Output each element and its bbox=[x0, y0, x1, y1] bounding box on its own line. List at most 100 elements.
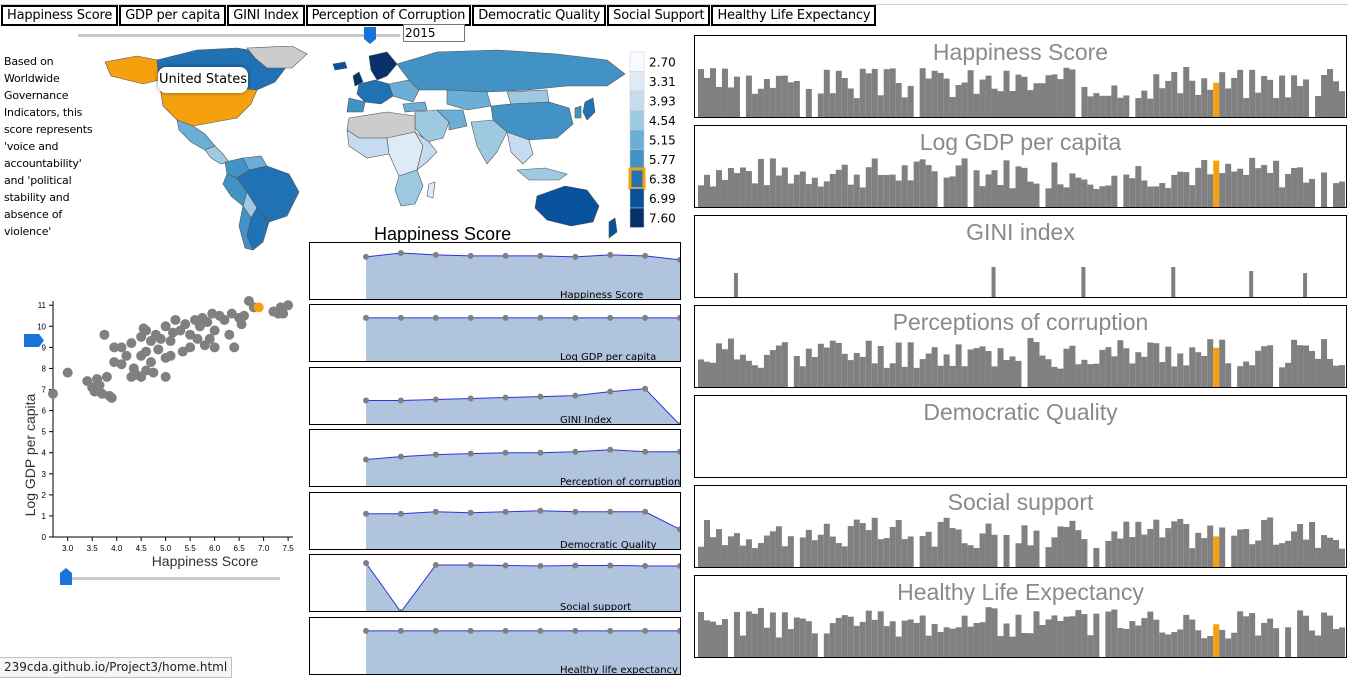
bar[interactable] bbox=[1063, 616, 1070, 657]
bar[interactable] bbox=[829, 173, 836, 207]
bar[interactable] bbox=[1111, 531, 1118, 567]
year-slider-handle[interactable] bbox=[364, 27, 376, 44]
bar[interactable] bbox=[1129, 178, 1136, 207]
bar[interactable] bbox=[1309, 521, 1316, 567]
bar[interactable] bbox=[1135, 352, 1142, 387]
bar[interactable] bbox=[817, 534, 824, 567]
bar[interactable] bbox=[889, 527, 896, 567]
bar[interactable] bbox=[955, 529, 962, 567]
bar[interactable] bbox=[1189, 185, 1196, 207]
bar[interactable] bbox=[721, 619, 728, 657]
tab-social-support[interactable]: Social Support bbox=[607, 5, 711, 26]
bar[interactable] bbox=[1033, 611, 1040, 657]
scatter-point[interactable] bbox=[148, 367, 159, 378]
bar[interactable] bbox=[799, 171, 806, 207]
bar[interactable] bbox=[1291, 339, 1298, 387]
bar[interactable] bbox=[1111, 609, 1118, 657]
bar[interactable] bbox=[841, 78, 848, 117]
bar[interactable] bbox=[901, 539, 908, 567]
bar[interactable] bbox=[877, 174, 884, 207]
bar[interactable] bbox=[721, 68, 728, 117]
bar[interactable] bbox=[757, 367, 764, 387]
bar[interactable] bbox=[1069, 520, 1076, 567]
bar[interactable] bbox=[919, 615, 926, 657]
bar[interactable] bbox=[943, 177, 950, 207]
bar[interactable] bbox=[847, 88, 854, 117]
bar[interactable] bbox=[698, 185, 704, 207]
bar[interactable] bbox=[1297, 524, 1304, 567]
bar[interactable] bbox=[877, 539, 884, 567]
bar[interactable] bbox=[733, 359, 740, 387]
bar[interactable] bbox=[1057, 79, 1064, 117]
bar-highlight[interactable] bbox=[1213, 347, 1220, 387]
bar[interactable] bbox=[877, 611, 884, 657]
bar[interactable] bbox=[1315, 547, 1322, 567]
bar[interactable] bbox=[1339, 91, 1346, 117]
bar[interactable] bbox=[859, 621, 866, 657]
bar[interactable] bbox=[1333, 365, 1340, 387]
bar[interactable] bbox=[835, 70, 842, 117]
bar[interactable] bbox=[1315, 358, 1322, 387]
bar[interactable] bbox=[1183, 614, 1190, 657]
bar[interactable] bbox=[1297, 345, 1304, 387]
bar[interactable] bbox=[931, 623, 938, 657]
bar[interactable] bbox=[733, 76, 740, 117]
bar[interactable] bbox=[1075, 610, 1082, 657]
bar[interactable] bbox=[931, 70, 938, 117]
bar[interactable] bbox=[1165, 346, 1172, 387]
bar[interactable] bbox=[823, 181, 830, 207]
bar[interactable] bbox=[1027, 90, 1034, 117]
bar[interactable] bbox=[1069, 345, 1076, 387]
bar[interactable] bbox=[1207, 525, 1214, 567]
bar[interactable] bbox=[1021, 76, 1028, 117]
bar[interactable] bbox=[931, 546, 938, 567]
bar[interactable] bbox=[1033, 83, 1040, 117]
scatter-point[interactable] bbox=[141, 346, 152, 357]
scatter-point[interactable] bbox=[236, 319, 247, 330]
bar[interactable] bbox=[973, 348, 980, 387]
bar[interactable] bbox=[763, 79, 770, 117]
bar[interactable] bbox=[698, 69, 704, 117]
bar[interactable] bbox=[937, 72, 944, 117]
bar[interactable] bbox=[1075, 530, 1082, 567]
bar[interactable] bbox=[841, 353, 848, 387]
scatter-point[interactable] bbox=[121, 350, 132, 361]
bar[interactable] bbox=[745, 360, 752, 387]
bar[interactable] bbox=[727, 87, 734, 117]
scatter-point[interactable] bbox=[109, 342, 120, 353]
bar[interactable] bbox=[1273, 544, 1280, 567]
bar[interactable] bbox=[739, 354, 746, 387]
bar[interactable] bbox=[949, 96, 956, 117]
bar[interactable] bbox=[889, 621, 896, 657]
bar[interactable] bbox=[793, 80, 800, 117]
scatter-point[interactable] bbox=[99, 329, 110, 340]
bar[interactable] bbox=[1033, 530, 1040, 567]
bar[interactable] bbox=[991, 267, 996, 297]
bar[interactable] bbox=[835, 169, 842, 207]
bar[interactable] bbox=[1057, 620, 1064, 657]
bar[interactable] bbox=[859, 68, 866, 117]
bar[interactable] bbox=[781, 612, 788, 657]
bar[interactable] bbox=[787, 536, 794, 567]
bar[interactable] bbox=[1153, 519, 1160, 567]
bar[interactable] bbox=[1315, 635, 1322, 657]
bar[interactable] bbox=[745, 611, 752, 657]
scatter-point[interactable] bbox=[145, 357, 156, 368]
bar[interactable] bbox=[1051, 162, 1058, 207]
bar[interactable] bbox=[979, 186, 986, 207]
bar[interactable] bbox=[793, 617, 800, 657]
bar[interactable] bbox=[997, 348, 1004, 387]
scatter-point[interactable] bbox=[226, 308, 237, 319]
bar[interactable] bbox=[937, 631, 944, 657]
bar[interactable] bbox=[709, 362, 716, 387]
scatter-point[interactable] bbox=[185, 329, 196, 340]
bar[interactable] bbox=[1111, 175, 1118, 207]
bar[interactable] bbox=[889, 363, 896, 387]
bar[interactable] bbox=[751, 365, 758, 387]
bar[interactable] bbox=[1039, 83, 1046, 117]
bar[interactable] bbox=[1165, 528, 1172, 567]
bar[interactable] bbox=[901, 97, 908, 117]
bar[interactable] bbox=[829, 536, 836, 567]
bar[interactable] bbox=[769, 158, 776, 207]
bar[interactable] bbox=[1207, 89, 1214, 117]
